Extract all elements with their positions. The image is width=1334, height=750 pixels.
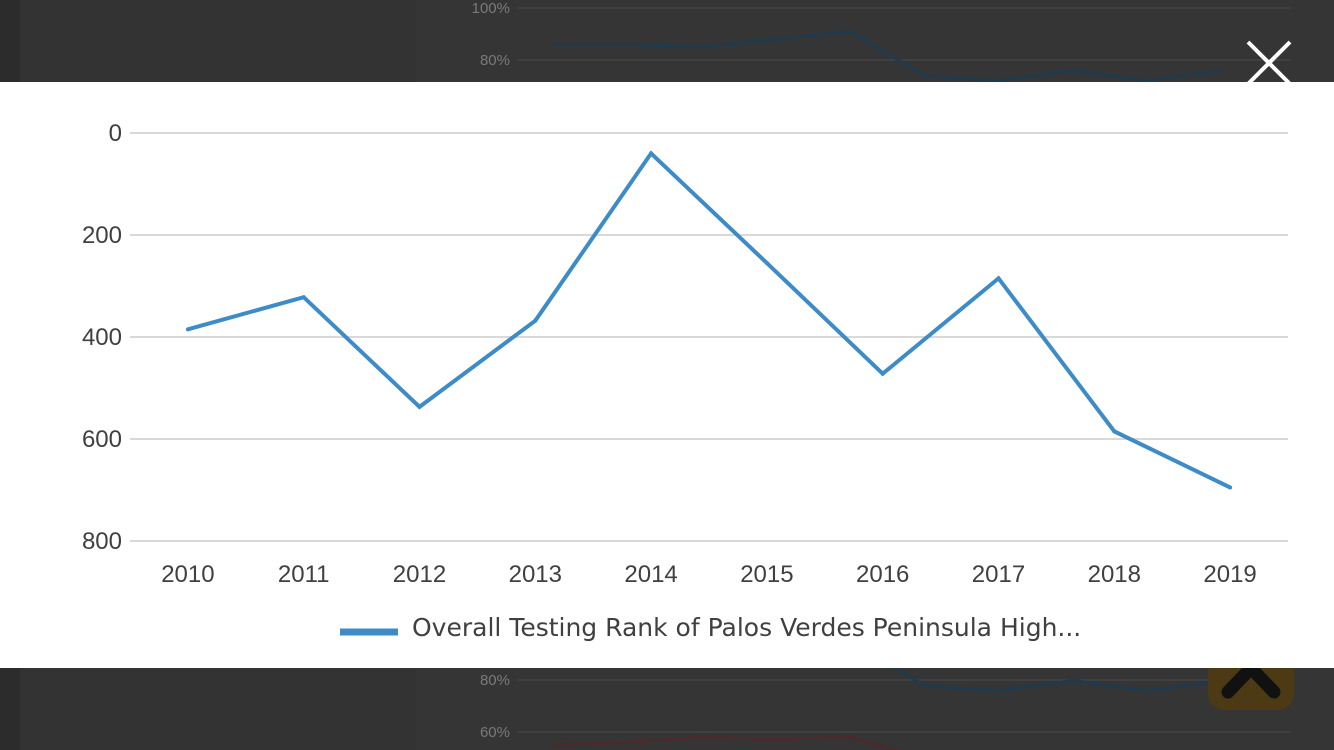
close-icon xyxy=(1246,40,1292,86)
data-point xyxy=(649,151,654,156)
x-tick-label: 2012 xyxy=(393,561,446,588)
x-tick-label: 2016 xyxy=(856,561,909,588)
x-tick-label: 2011 xyxy=(278,561,330,588)
legend-label: Overall Testing Rank of Palos Verdes Pen… xyxy=(412,613,1081,642)
chart-lightbox: 0 200 400 600 800 2010 2011 2012 2013 2014 2015 201… xyxy=(0,82,1334,668)
x-tick-label: 2017 xyxy=(972,561,1025,588)
data-point xyxy=(764,261,769,266)
background-y-tick: 100% xyxy=(472,0,510,17)
background-y-tick: 60% xyxy=(480,724,510,741)
x-tick-label: 2013 xyxy=(509,561,562,588)
y-tick-label: 800 xyxy=(82,528,122,555)
data-point xyxy=(996,276,1001,281)
x-tick-label: 2014 xyxy=(624,561,677,588)
y-tick-label: 0 xyxy=(109,120,122,147)
data-point xyxy=(533,318,538,323)
background-series-line xyxy=(552,735,902,750)
y-tick-label: 400 xyxy=(82,324,122,351)
chevron-up-icon xyxy=(1221,661,1281,699)
data-point xyxy=(185,327,190,332)
background-y-tick: 80% xyxy=(480,52,510,69)
x-tick-label: 2015 xyxy=(740,561,793,588)
data-point xyxy=(301,295,306,300)
x-tick-label: 2010 xyxy=(161,561,214,588)
data-point xyxy=(880,371,885,376)
y-tick-label: 200 xyxy=(82,222,122,249)
y-tick-label: 600 xyxy=(82,426,122,453)
data-point xyxy=(1112,429,1117,434)
x-tick-label: 2018 xyxy=(1088,561,1141,588)
background-series-line xyxy=(553,29,1222,83)
data-point xyxy=(417,404,422,409)
series-line xyxy=(187,150,1231,490)
data-point xyxy=(1228,485,1233,490)
x-tick-label: 2019 xyxy=(1203,561,1256,588)
testing-rank-chart: 0 200 400 600 800 2010 2011 2012 2013 2014 2015 201… xyxy=(82,120,1288,642)
close-button[interactable] xyxy=(1238,32,1300,94)
background-y-tick: 80% xyxy=(480,672,510,689)
